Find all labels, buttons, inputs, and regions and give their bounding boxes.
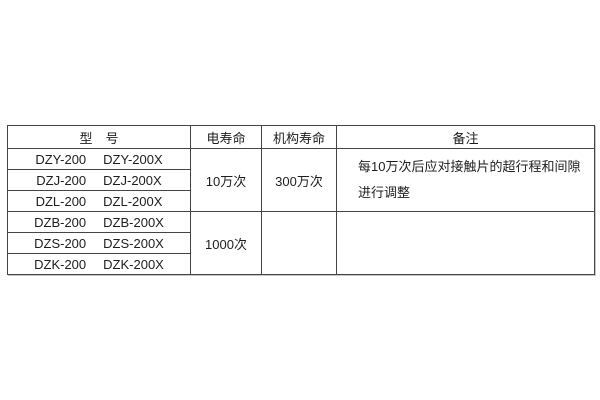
table-row: DZJ-200 DZJ-200X xyxy=(7,169,595,191)
table-row: DZK-200 DZK-200X xyxy=(7,253,595,275)
mechanism-life-cell-empty xyxy=(261,211,337,275)
electrical-life-cell: 10万次 xyxy=(190,148,262,212)
model-name: DZB-200 xyxy=(34,214,87,230)
model-name: DZS-200X xyxy=(103,235,164,251)
model-name: DZJ-200X xyxy=(103,172,162,188)
model-name: DZL-200X xyxy=(103,193,163,209)
col-header-mechanism-life: 机构寿命 xyxy=(261,125,337,149)
col-header-model: 型 号 xyxy=(7,125,191,149)
model-name: DZK-200X xyxy=(103,256,164,272)
model-pair: DZL-200 DZL-200X xyxy=(9,193,190,209)
remark-line: 每10万次后应对接触片的超行程和间隙 xyxy=(358,159,581,174)
header-row: 型 号 电寿命 机构寿命 备注 xyxy=(7,125,595,149)
model-cell: DZJ-200 DZJ-200X xyxy=(7,169,191,191)
model-cell: DZY-200 DZY-200X xyxy=(7,148,191,170)
model-name: DZS-200 xyxy=(34,235,87,251)
col-header-electrical-life: 电寿命 xyxy=(190,125,262,149)
model-pair: DZS-200 DZS-200X xyxy=(9,235,190,251)
table-row: DZY-200 DZY-200X 10万次 300万次 每10万次后应对接触片的… xyxy=(7,148,595,212)
mechanism-life-cell: 300万次 xyxy=(261,148,337,212)
model-cell: DZB-200 DZB-200X xyxy=(7,211,191,233)
model-pair: DZY-200 DZY-200X xyxy=(9,151,190,167)
model-name: DZB-200X xyxy=(103,214,164,230)
model-pair: DZK-200 DZK-200X xyxy=(9,256,190,272)
model-cell: DZK-200 DZK-200X xyxy=(7,253,191,275)
spec-table: 型 号 电寿命 机构寿命 备注 DZY-200 DZY-200X 10万次 30… xyxy=(7,125,595,275)
model-cell: DZL-200 DZL-200X xyxy=(7,190,191,212)
model-name: DZY-200X xyxy=(103,151,163,167)
model-name: DZJ-200 xyxy=(36,172,87,188)
model-cell: DZS-200 DZS-200X xyxy=(7,232,191,254)
col-header-remark: 备注 xyxy=(336,125,595,149)
model-name: DZL-200 xyxy=(35,193,87,209)
remark-line: 进行调整 xyxy=(358,185,411,200)
model-name: DZK-200 xyxy=(34,256,87,272)
model-pair: DZB-200 DZB-200X xyxy=(9,214,190,230)
table-row: DZB-200 DZB-200X 1000次 xyxy=(7,211,595,275)
table-row: DZL-200 DZL-200X xyxy=(7,190,595,212)
electrical-life-cell: 1000次 xyxy=(190,211,262,275)
table-row: DZS-200 DZS-200X xyxy=(7,232,595,254)
remark-cell-empty xyxy=(336,211,595,275)
remark-cell: 每10万次后应对接触片的超行程和间隙 进行调整 xyxy=(336,148,595,212)
model-pair: DZJ-200 DZJ-200X xyxy=(9,172,190,188)
model-name: DZY-200 xyxy=(35,151,87,167)
